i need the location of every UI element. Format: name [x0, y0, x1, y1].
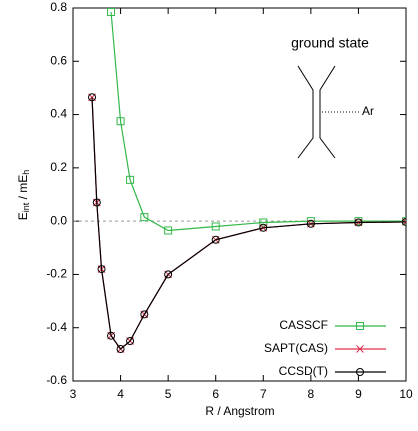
- x-tick-label: 8: [308, 387, 315, 401]
- marker: [356, 368, 364, 376]
- marker: [356, 322, 364, 330]
- y-tick-label: 0.8: [50, 0, 67, 14]
- plot-area: [88, 8, 406, 354]
- marker: [88, 93, 97, 102]
- molecule-diagram: [297, 65, 360, 159]
- marker: [259, 223, 268, 232]
- annotation: Ar: [362, 104, 374, 118]
- annotation: ground state: [291, 35, 369, 51]
- marker: [402, 217, 406, 226]
- x-tick-label: 7: [260, 387, 267, 401]
- marker: [140, 213, 149, 222]
- marker: [259, 218, 268, 227]
- x-tick-label: 3: [70, 387, 77, 401]
- marker: [164, 226, 173, 235]
- marker: [306, 217, 315, 226]
- plot-frame: [72, 7, 407, 382]
- series-line: [110, 11, 406, 232]
- x-tick-label: 10: [399, 387, 413, 401]
- y-tick-label: 0.0: [50, 213, 67, 227]
- x-tick-label: 5: [165, 387, 172, 401]
- marker: [164, 270, 173, 279]
- y-tick-label: -0.2: [46, 267, 67, 281]
- y-tick-label: -0.6: [46, 373, 67, 387]
- marker: [107, 331, 116, 340]
- marker: [97, 265, 106, 274]
- marker: [356, 345, 364, 353]
- marker: [116, 345, 125, 354]
- marker: [306, 219, 315, 228]
- y-axis-label: Eint / mEh: [16, 170, 31, 221]
- y-tick-label: 0.4: [50, 107, 67, 121]
- y-tick-label: 0.6: [50, 53, 67, 67]
- legend-label: SAPT(CAS): [264, 341, 328, 355]
- marker: [107, 8, 116, 16]
- x-tick-label: 6: [212, 387, 219, 401]
- y-tick-label: -0.4: [46, 320, 67, 334]
- series-line: [91, 97, 406, 350]
- marker: [211, 235, 220, 244]
- x-tick-label: 4: [117, 387, 124, 401]
- marker: [126, 337, 135, 346]
- marker: [116, 117, 125, 126]
- marker: [92, 198, 101, 207]
- legend-label: CASSCF: [279, 318, 328, 332]
- marker: [126, 175, 135, 184]
- x-tick-label: 9: [355, 387, 362, 401]
- legend-label: CCSD(T): [279, 364, 328, 378]
- y-tick-label: 0.2: [50, 160, 67, 174]
- marker: [211, 222, 220, 231]
- marker: [140, 310, 149, 319]
- x-axis-label: R / Angstrom: [205, 404, 274, 418]
- marker: [354, 218, 363, 227]
